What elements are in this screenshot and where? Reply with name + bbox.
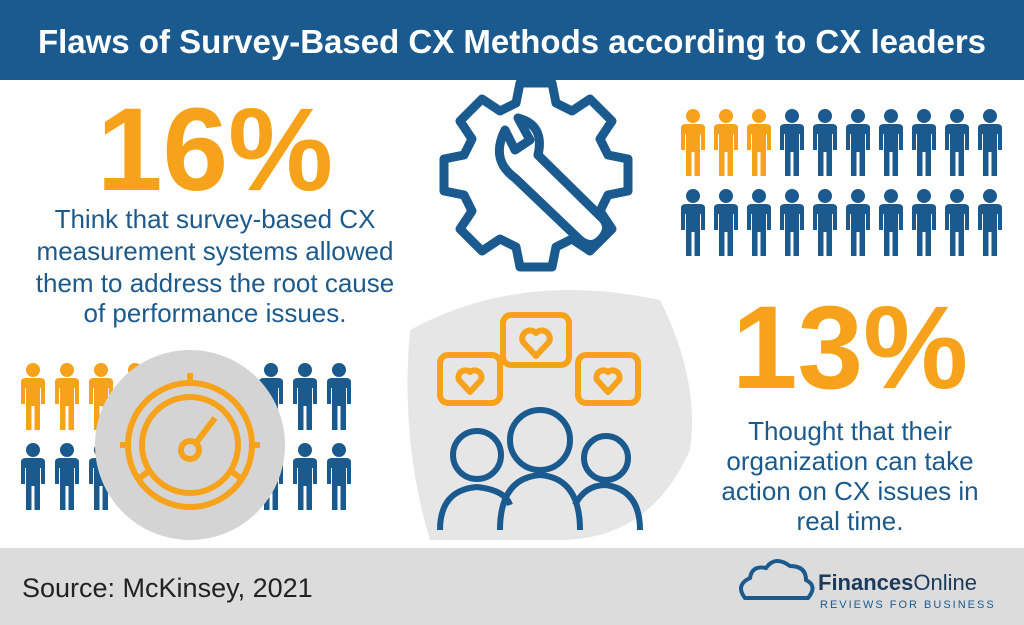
people-grid bbox=[21, 350, 351, 540]
stat-line: action on CX issues in bbox=[721, 476, 978, 506]
stat-text: Think that survey-based CX measurement s… bbox=[36, 204, 394, 328]
stat-line: real time. bbox=[797, 506, 904, 536]
title: Flaws of Survey-Based CX Methods accordi… bbox=[38, 23, 986, 60]
footer-bar bbox=[0, 548, 1024, 625]
source: Source: McKinsey, 2021 bbox=[22, 573, 313, 603]
gauge-circle bbox=[95, 350, 285, 540]
brand-bold: Finances bbox=[818, 570, 913, 595]
gear-icon bbox=[439, 78, 633, 272]
stat-line: measurement systems allowed bbox=[37, 236, 394, 266]
stat-line: Thought that their bbox=[748, 416, 952, 446]
stat-figure: 16% bbox=[97, 84, 333, 216]
stat-line: them to address the root cause bbox=[36, 268, 394, 298]
gauge-icon bbox=[120, 373, 260, 510]
hearts-icon bbox=[437, 312, 641, 406]
header-bar bbox=[0, 0, 1024, 80]
stat-text: Thought that their organization can take… bbox=[721, 416, 978, 536]
group-icon bbox=[437, 407, 643, 531]
brand-light: Online bbox=[913, 570, 977, 595]
logo-cloud bbox=[739, 559, 815, 600]
stat-line: of performance issues. bbox=[83, 298, 346, 328]
brand: FinancesOnline bbox=[818, 570, 977, 595]
stat-line: organization can take bbox=[726, 446, 973, 476]
tagline: REVIEWS FOR BUSINESS bbox=[820, 599, 996, 611]
stat-figure: 13% bbox=[732, 282, 968, 414]
stat-line: Think that survey-based CX bbox=[55, 204, 376, 234]
